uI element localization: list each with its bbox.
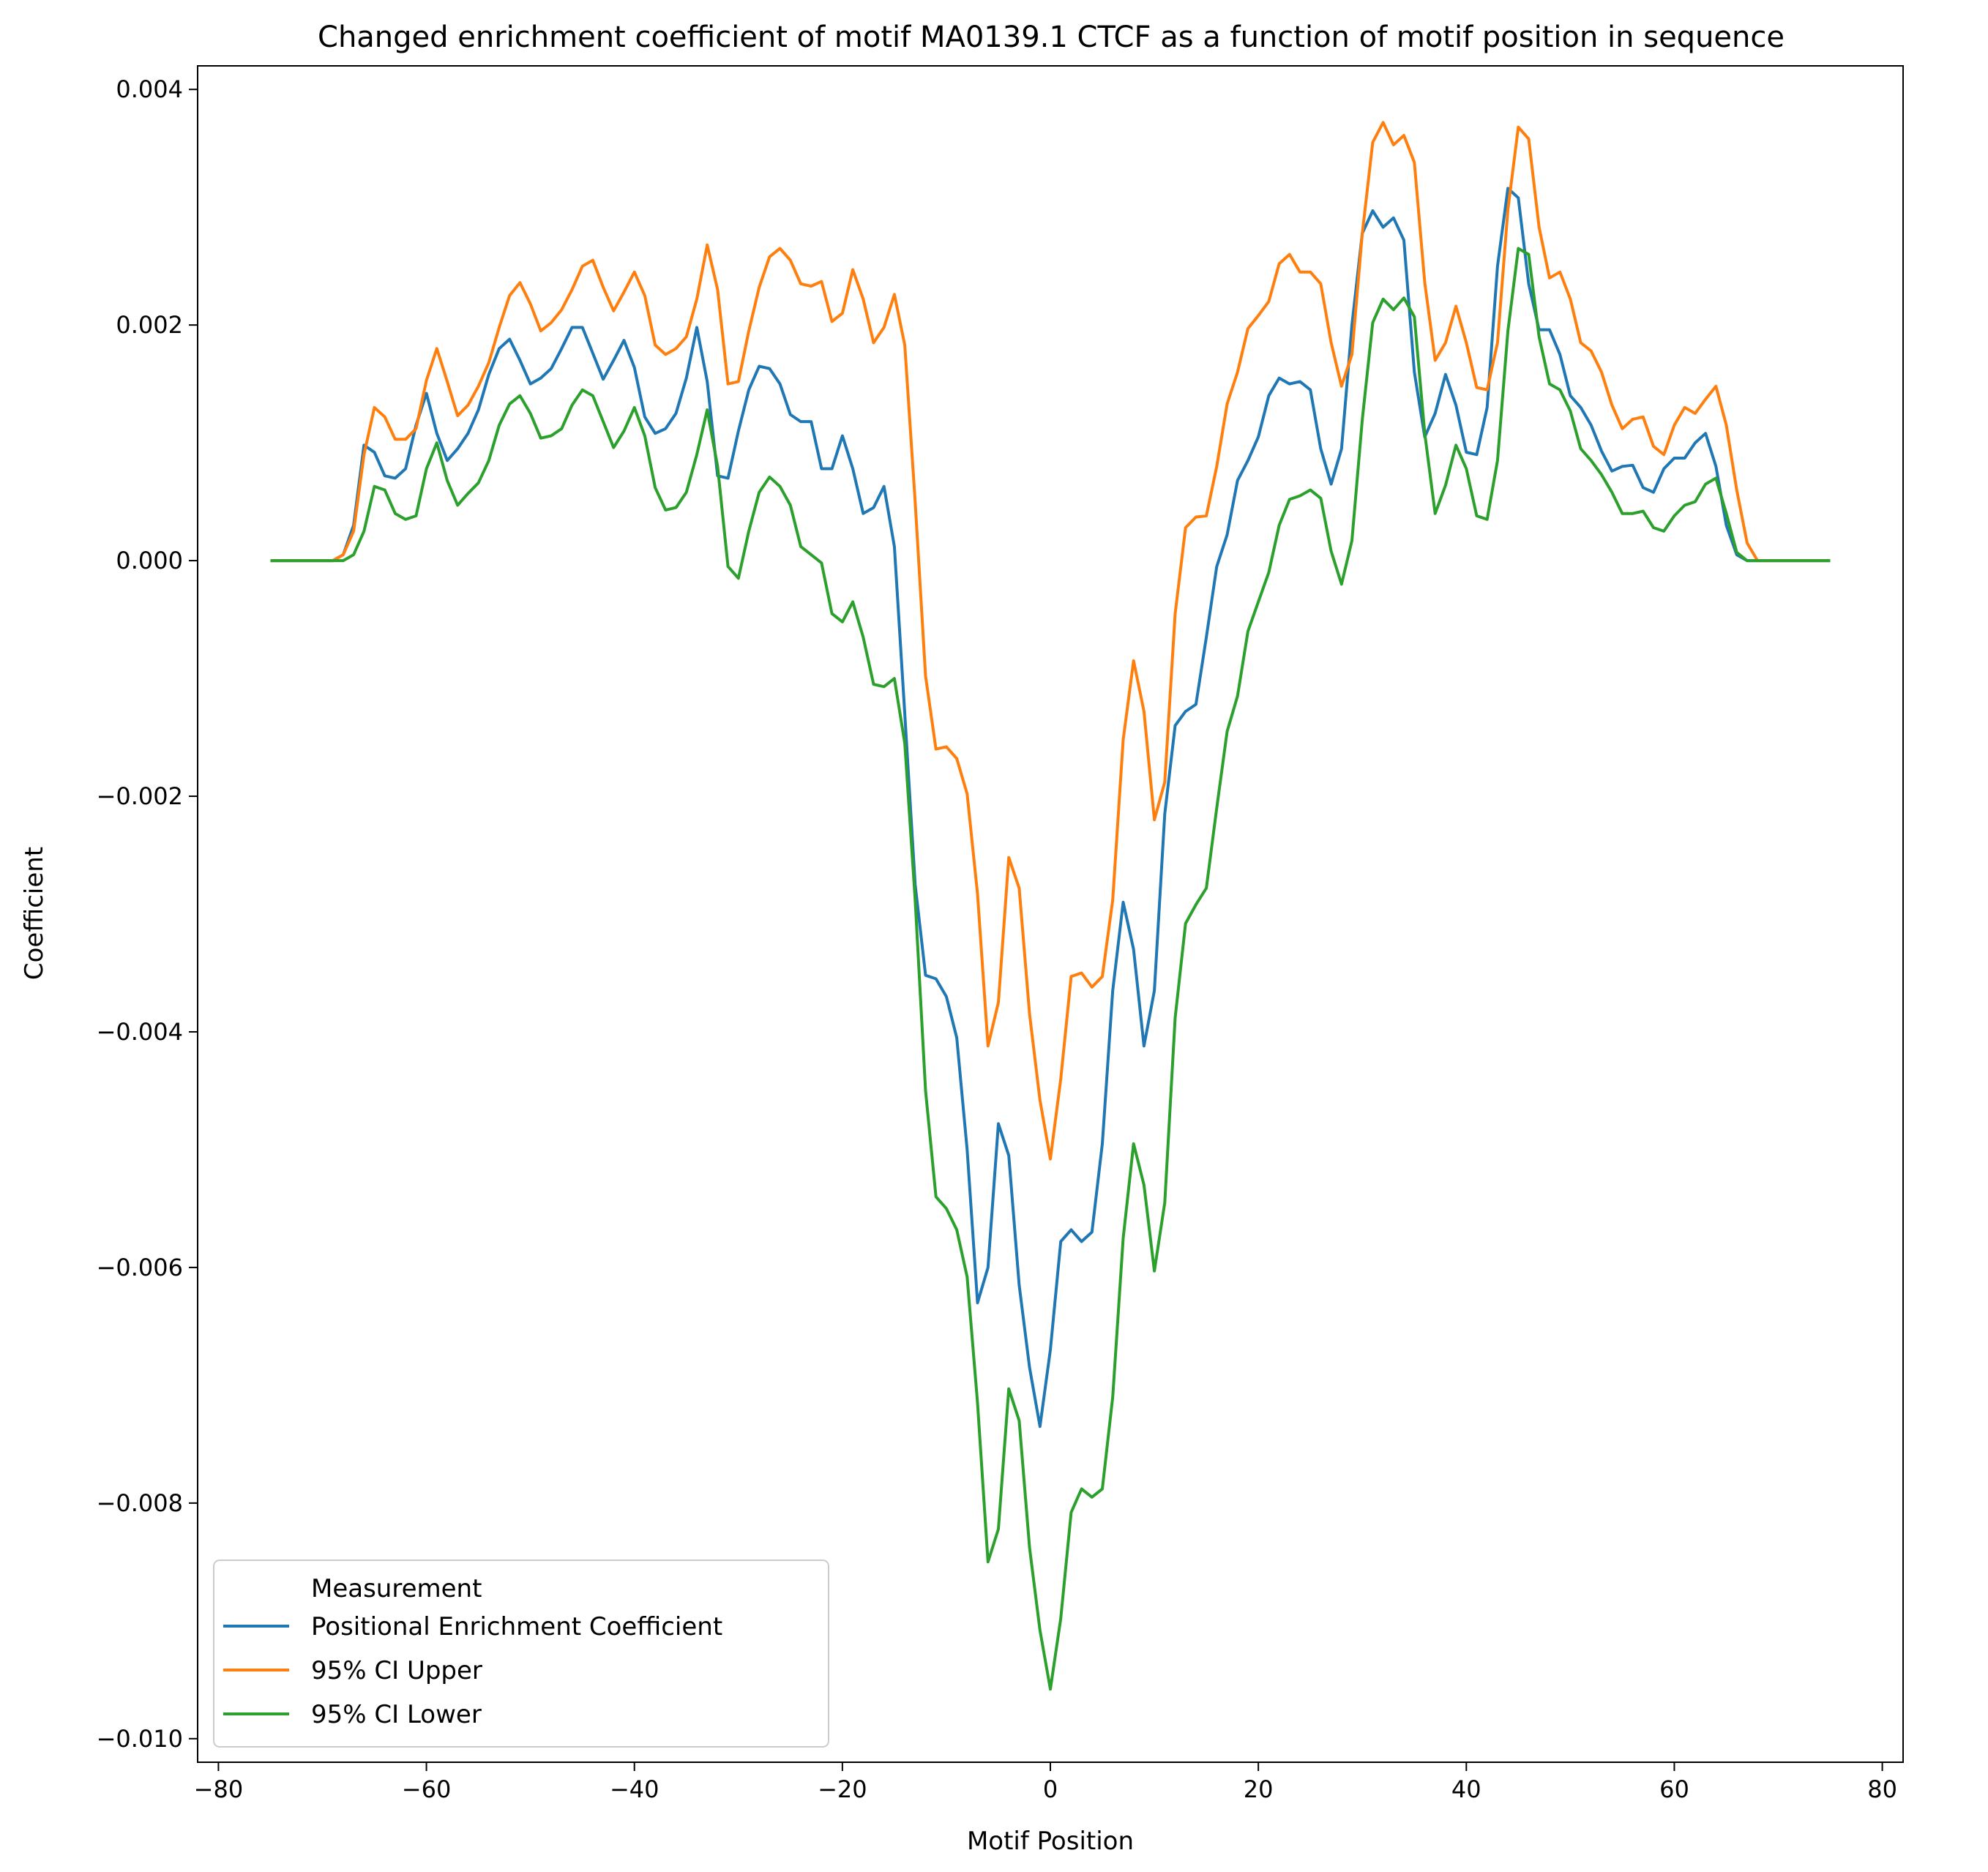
x-axis: −80 −60 −40 −20 0 20 40 60 80 (194, 1762, 1897, 1803)
x-tick-label: 0 (1043, 1775, 1058, 1803)
x-axis-label: Motif Position (967, 1827, 1134, 1856)
y-tick-label: 0.004 (116, 75, 183, 103)
legend-label-positional-enrichment-coefficient: Positional Enrichment Coefficient (311, 1612, 722, 1641)
x-tick-label: 40 (1451, 1775, 1481, 1803)
x-tick-label: −80 (194, 1775, 244, 1803)
y-tick-label: 0.000 (116, 547, 183, 574)
y-tick-label: −0.008 (97, 1489, 183, 1517)
plot-area (197, 65, 1904, 1763)
x-tick-label: 20 (1244, 1775, 1274, 1803)
x-tick-label: 60 (1659, 1775, 1689, 1803)
legend-label-95-ci-upper: 95% CI Upper (311, 1656, 482, 1685)
x-tick-label: −40 (610, 1775, 659, 1803)
legend-title: Measurement (311, 1574, 482, 1603)
x-tick-label: −20 (818, 1775, 867, 1803)
chart-title: Changed enrichment coefficient of motif … (318, 20, 1785, 54)
y-axis: 0.004 0.002 0.000 −0.002 −0.004 −0.006 −0.008 −… (97, 75, 198, 1753)
x-tick-label: 80 (1867, 1775, 1897, 1803)
series-layer (270, 121, 1831, 1691)
y-tick-label: −0.006 (97, 1254, 183, 1281)
y-tick-label: −0.010 (97, 1725, 183, 1753)
y-axis-label: Coefficient (20, 847, 49, 980)
legend-label-95-ci-lower: 95% CI Lower (311, 1700, 482, 1729)
series-line-95-ci-upper (270, 121, 1831, 1161)
y-tick-label: 0.002 (116, 311, 183, 339)
series-line-95-ci-lower (270, 247, 1831, 1691)
legend-box (213, 1560, 829, 1748)
y-tick-label: −0.002 (97, 782, 183, 810)
legend: Measurement Positional Enrichment Coeffi… (213, 1560, 829, 1748)
x-tick-label: −60 (402, 1775, 452, 1803)
series-line-positional-enrichment-coefficient (270, 187, 1831, 1429)
y-tick-label: −0.004 (97, 1018, 183, 1046)
